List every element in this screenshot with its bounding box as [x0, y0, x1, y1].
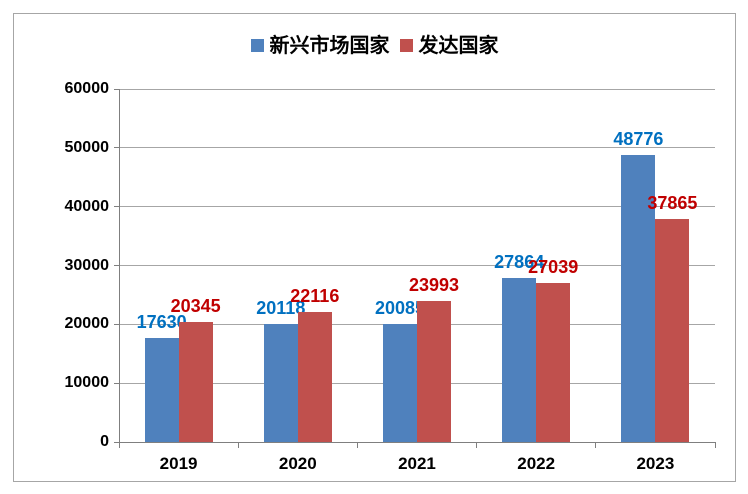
data-label-developed-2023: 37865 — [647, 193, 698, 214]
bar-emerging-2022 — [502, 278, 537, 442]
y-axis-tick — [114, 206, 119, 208]
y-tick-label: 0 — [100, 433, 109, 450]
y-tick-label: 20000 — [64, 315, 110, 333]
bar-developed-2021 — [417, 300, 451, 442]
x-axis-tick — [356, 442, 358, 448]
y-axis-tick — [114, 382, 119, 384]
y-axis-line — [119, 89, 120, 442]
y-axis-tick — [114, 323, 119, 325]
data-label-developed-2020: 22116 — [290, 285, 340, 306]
bar-developed-2019 — [178, 322, 213, 442]
data-label-emerging-2020: 20118 — [256, 297, 306, 318]
legend-marker-icon — [399, 38, 413, 52]
x-tick-label-2023: 2023 — [636, 454, 675, 473]
data-label-developed-2021: 23993 — [408, 274, 460, 295]
x-tick-label-2021: 2021 — [398, 454, 436, 473]
x-axis-tick — [118, 442, 120, 448]
x-axis-tick — [476, 442, 478, 448]
y-axis-tick — [114, 265, 119, 266]
data-label-developed-2019: 20345 — [170, 296, 221, 317]
y-tick-label: 10000 — [64, 374, 110, 392]
gridline — [119, 206, 715, 208]
legend-label: 发达国家 — [418, 33, 499, 57]
legend-marker-icon — [250, 38, 264, 52]
x-tick-label-2022: 2022 — [517, 454, 556, 473]
legend-label: 新兴市场国家 — [269, 33, 390, 57]
data-label-developed-2022: 27039 — [528, 256, 579, 277]
y-tick-label: 50000 — [64, 138, 110, 156]
x-tick-label-2019: 2019 — [159, 454, 198, 473]
y-axis-tick — [114, 441, 119, 443]
x-axis-tick — [237, 442, 239, 448]
plot-area: 0 10000 20000 30000 40000 50000 60000 17630 2011… — [14, 14, 735, 481]
y-tick-label: 60000 — [64, 80, 110, 97]
chart-frame: 新兴市场国家 发达国家 0 10000 20000 30000 40000 50000 600… — [13, 13, 736, 482]
x-tick-label-2020: 2020 — [278, 454, 317, 473]
bar-emerging-2019 — [144, 338, 179, 442]
y-tick-label: 30000 — [64, 256, 110, 274]
x-axis-line — [119, 442, 716, 443]
gridline — [119, 88, 715, 90]
y-axis-tick — [114, 147, 119, 149]
bar-developed-2022 — [536, 282, 571, 442]
data-label-emerging-2019: 17630 — [136, 312, 187, 333]
bar-emerging-2020 — [263, 323, 298, 442]
bar-developed-2023 — [655, 219, 690, 442]
data-label-emerging-2021: 20085 — [374, 297, 426, 318]
legend-item-1: 发达国家 — [399, 33, 499, 57]
bar-developed-2020 — [297, 311, 332, 442]
bar-emerging-2021 — [383, 323, 417, 442]
data-label-emerging-2023: 48776 — [613, 129, 664, 150]
y-axis-tick — [114, 88, 119, 90]
gridline — [119, 265, 715, 266]
data-label-emerging-2022: 27864 — [494, 252, 545, 273]
legend-item-0: 新兴市场国家 — [250, 33, 390, 57]
gridline — [119, 147, 715, 149]
x-axis-tick — [714, 442, 716, 448]
chart-legend: 新兴市场国家 发达国家 — [14, 34, 735, 56]
x-axis-tick — [595, 442, 597, 448]
y-tick-label: 40000 — [64, 197, 110, 215]
bar-emerging-2023 — [621, 155, 656, 442]
